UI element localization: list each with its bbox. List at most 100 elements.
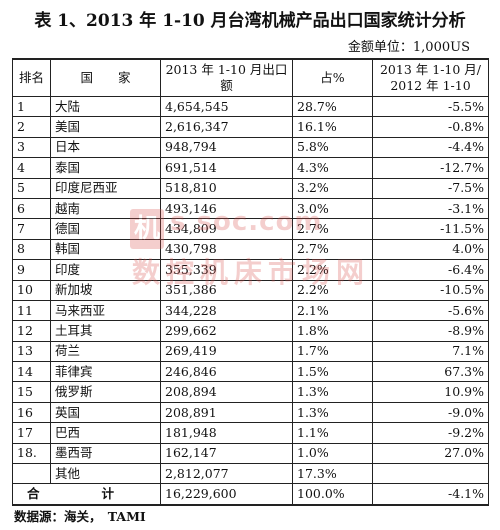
header-export-value: 2013 年 1-10 月出口额 bbox=[160, 58, 293, 97]
table-row: 3 日本 948,794 5.8% -4.4% bbox=[12, 136, 489, 159]
row-growth bbox=[372, 463, 489, 485]
row-growth: 67.3% bbox=[372, 361, 489, 383]
header-country: 国 家 bbox=[50, 58, 161, 97]
table-body: 1 大陆 4,654,545 28.7% -5.5% 2 美国 2,616,347 16.1% -… bbox=[12, 95, 489, 506]
row-share: 5.8% bbox=[292, 136, 373, 159]
row-growth: 10.9% bbox=[372, 381, 489, 403]
row-growth: -11.5% bbox=[372, 218, 489, 240]
row-share: 2.2% bbox=[292, 279, 373, 301]
row-share: 16.1% bbox=[292, 116, 373, 138]
export-statistics-table: 排名 国 家 2013 年 1-10 月出口额 占% 2013 年 1-10 月… bbox=[12, 58, 489, 506]
row-rank: 11 bbox=[12, 299, 51, 322]
row-rank: 4 bbox=[12, 157, 51, 179]
row-export-value: 518,810 bbox=[160, 177, 293, 199]
row-growth: -4.4% bbox=[372, 136, 489, 159]
row-country: 印度 bbox=[50, 259, 161, 281]
row-rank: 6 bbox=[12, 197, 51, 220]
total-label-part-2: 计 bbox=[101, 486, 115, 502]
row-export-value: 4,654,545 bbox=[160, 95, 293, 118]
row-export-value: 948,794 bbox=[160, 136, 293, 159]
table-row: 18. 墨西哥 162,147 1.0% 27.0% bbox=[12, 442, 489, 465]
row-share: 3.2% bbox=[292, 177, 373, 199]
row-country: 荷兰 bbox=[50, 340, 161, 363]
row-share: 1.7% bbox=[292, 340, 373, 363]
row-rank: 8 bbox=[12, 238, 51, 261]
row-export-value: 246,846 bbox=[160, 361, 293, 383]
row-growth: -5.6% bbox=[372, 299, 489, 322]
table-row: 9 印度 355,339 2.2% -6.4% bbox=[12, 259, 489, 281]
row-export-value: 208,894 bbox=[160, 381, 293, 403]
row-rank: 5 bbox=[12, 177, 51, 199]
row-country: 韩国 bbox=[50, 238, 161, 261]
row-growth: -0.8% bbox=[372, 116, 489, 138]
row-rank: 13 bbox=[12, 340, 51, 363]
row-rank: 15 bbox=[12, 381, 51, 403]
total-label: 合计 bbox=[12, 483, 161, 506]
row-growth: 27.0% bbox=[372, 442, 489, 465]
row-rank: 3 bbox=[12, 136, 51, 159]
row-export-value: 355,339 bbox=[160, 259, 293, 281]
row-export-value: 2,616,347 bbox=[160, 116, 293, 138]
row-country: 英国 bbox=[50, 401, 161, 424]
table-row: 其他 2,812,077 17.3% bbox=[12, 463, 489, 485]
header-growth: 2013 年 1-10 月/ 2012 年 1-10 bbox=[372, 58, 489, 97]
table-row: 8 韩国 430,798 2.7% 4.0% bbox=[12, 238, 489, 261]
row-rank: 2 bbox=[12, 116, 51, 138]
total-label-part-1: 合 bbox=[27, 486, 40, 502]
row-share: 2.1% bbox=[292, 299, 373, 322]
row-country: 俄罗斯 bbox=[50, 381, 161, 403]
total-growth: -4.1% bbox=[372, 483, 489, 506]
data-source-note: 数据源：海关， TAMI bbox=[14, 509, 146, 524]
row-country: 日本 bbox=[50, 136, 161, 159]
row-growth: -3.1% bbox=[372, 197, 489, 220]
row-growth: -7.5% bbox=[372, 177, 489, 199]
row-rank: 18. bbox=[12, 442, 51, 465]
row-country: 美国 bbox=[50, 116, 161, 138]
table-row: 10 新加坡 351,386 2.2% -10.5% bbox=[12, 279, 489, 301]
row-rank: 10 bbox=[12, 279, 51, 301]
table-title: 表 1、2013 年 1-10 月台湾机械产品出口国家统计分析 bbox=[34, 11, 466, 31]
row-export-value: 434,809 bbox=[160, 218, 293, 240]
row-export-value: 181,948 bbox=[160, 422, 293, 444]
row-growth: -9.2% bbox=[372, 422, 489, 444]
row-country: 泰国 bbox=[50, 157, 161, 179]
row-export-value: 269,419 bbox=[160, 340, 293, 363]
row-country: 马来西亚 bbox=[50, 299, 161, 322]
row-country: 巴西 bbox=[50, 422, 161, 444]
row-export-value: 691,514 bbox=[160, 157, 293, 179]
total-row: 合计 16,229,600 100.0% -4.1% bbox=[12, 483, 489, 506]
row-export-value: 351,386 bbox=[160, 279, 293, 301]
row-share: 3.0% bbox=[292, 197, 373, 220]
total-export-value: 16,229,600 bbox=[160, 483, 293, 506]
row-growth: -9.0% bbox=[372, 401, 489, 424]
row-rank: 1 bbox=[12, 95, 51, 118]
row-export-value: 299,662 bbox=[160, 320, 293, 342]
row-country: 土耳其 bbox=[50, 320, 161, 342]
row-growth: -6.4% bbox=[372, 259, 489, 281]
table-row: 2 美国 2,616,347 16.1% -0.8% bbox=[12, 116, 489, 138]
row-rank bbox=[12, 463, 51, 485]
row-share: 1.8% bbox=[292, 320, 373, 342]
row-rank: 14 bbox=[12, 361, 51, 383]
row-growth: -8.9% bbox=[372, 320, 489, 342]
table-row: 15 俄罗斯 208,894 1.3% 10.9% bbox=[12, 381, 489, 403]
row-rank: 7 bbox=[12, 218, 51, 240]
row-share: 28.7% bbox=[292, 95, 373, 118]
row-export-value: 344,228 bbox=[160, 299, 293, 322]
row-share: 1.5% bbox=[292, 361, 373, 383]
row-rank: 16 bbox=[12, 401, 51, 424]
table-row: 7 德国 434,809 2.7% -11.5% bbox=[12, 218, 489, 240]
row-share: 1.3% bbox=[292, 401, 373, 424]
row-country: 墨西哥 bbox=[50, 442, 161, 465]
row-growth: -10.5% bbox=[372, 279, 489, 301]
row-share: 1.0% bbox=[292, 442, 373, 465]
table-row: 17 巴西 181,948 1.1% -9.2% bbox=[12, 422, 489, 444]
table-row: 11 马来西亚 344,228 2.1% -5.6% bbox=[12, 299, 489, 322]
row-country: 其他 bbox=[50, 463, 161, 485]
row-rank: 17 bbox=[12, 422, 51, 444]
table-header-row: 排名 国 家 2013 年 1-10 月出口额 占% 2013 年 1-10 月… bbox=[12, 58, 489, 97]
row-growth: -5.5% bbox=[372, 95, 489, 118]
row-country: 菲律宾 bbox=[50, 361, 161, 383]
row-share: 4.3% bbox=[292, 157, 373, 179]
row-rank: 12 bbox=[12, 320, 51, 342]
